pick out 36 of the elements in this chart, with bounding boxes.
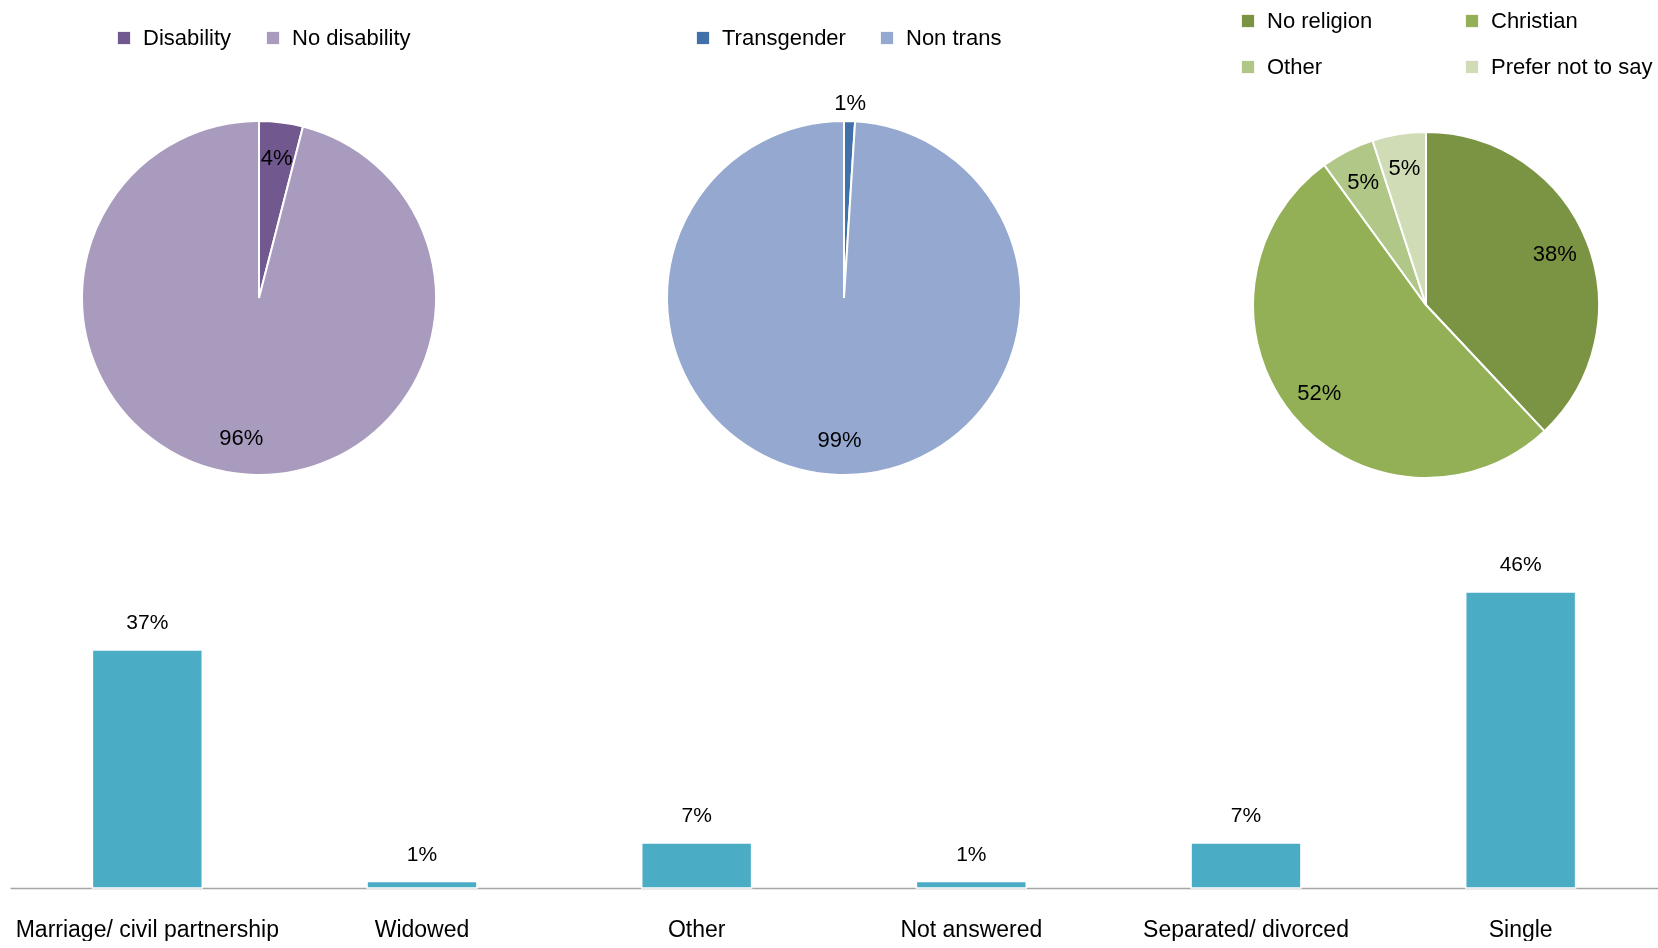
legend-label: Non trans: [906, 25, 1002, 50]
legend-label: Other: [1267, 54, 1323, 79]
legend-label: No disability: [292, 25, 411, 50]
x-tick-label: Widowed: [374, 915, 470, 942]
x-tick-label: Other: [667, 915, 726, 942]
x-tick-label: Marriage/ civil partnership: [15, 915, 279, 942]
data-label: 4%: [260, 144, 293, 170]
bar: [915, 880, 1028, 889]
data-label: 96%: [219, 425, 264, 451]
data-label: 1%: [406, 841, 438, 865]
legend-label: Christian: [1491, 8, 1578, 33]
legend-label: Disability: [143, 25, 232, 50]
data-label: 1%: [956, 841, 987, 865]
data-label: 38%: [1532, 241, 1577, 267]
data-label: 5%: [1388, 155, 1421, 181]
legend-label: Prefer not to say: [1491, 54, 1653, 79]
data-label: 99%: [817, 426, 862, 452]
pie-slice: [81, 120, 437, 476]
bar: [91, 649, 204, 889]
x-tick-label: Not answered: [900, 915, 1043, 942]
data-label: 52%: [1297, 380, 1342, 406]
data-label: 46%: [1499, 552, 1542, 575]
data-label: 37%: [126, 609, 169, 633]
bar: [366, 880, 478, 889]
data-label: 7%: [681, 802, 712, 826]
data-label: 7%: [1230, 802, 1262, 826]
x-tick-label: Separated/ divorced: [1143, 915, 1349, 942]
data-label: 5%: [1347, 168, 1380, 194]
legend-label: Transgender: [722, 25, 846, 50]
pie-slice: [666, 120, 1022, 476]
legend-label: No religion: [1267, 8, 1373, 33]
bar: [1190, 842, 1302, 889]
bar: [640, 842, 753, 889]
data-label: 1%: [834, 90, 867, 116]
x-tick-label: Single: [1488, 915, 1553, 942]
bar: [1464, 591, 1577, 889]
